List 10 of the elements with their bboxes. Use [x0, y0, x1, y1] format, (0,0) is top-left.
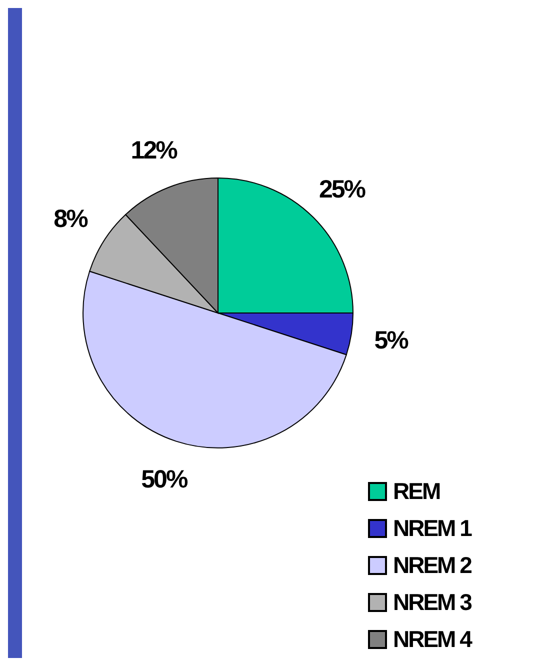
legend-label: NREM 4: [393, 626, 471, 653]
data-label: 12%: [130, 136, 178, 164]
data-label: 50%: [141, 465, 188, 494]
data-label: 25%: [318, 175, 366, 204]
legend-label: NREM 1: [393, 515, 471, 542]
legend-label: REM: [393, 478, 440, 505]
legend-label: NREM 2: [393, 552, 471, 579]
data-label: 8%: [54, 205, 88, 234]
legend-label: NREM 3: [393, 589, 471, 616]
data-label: 5%: [374, 326, 409, 354]
